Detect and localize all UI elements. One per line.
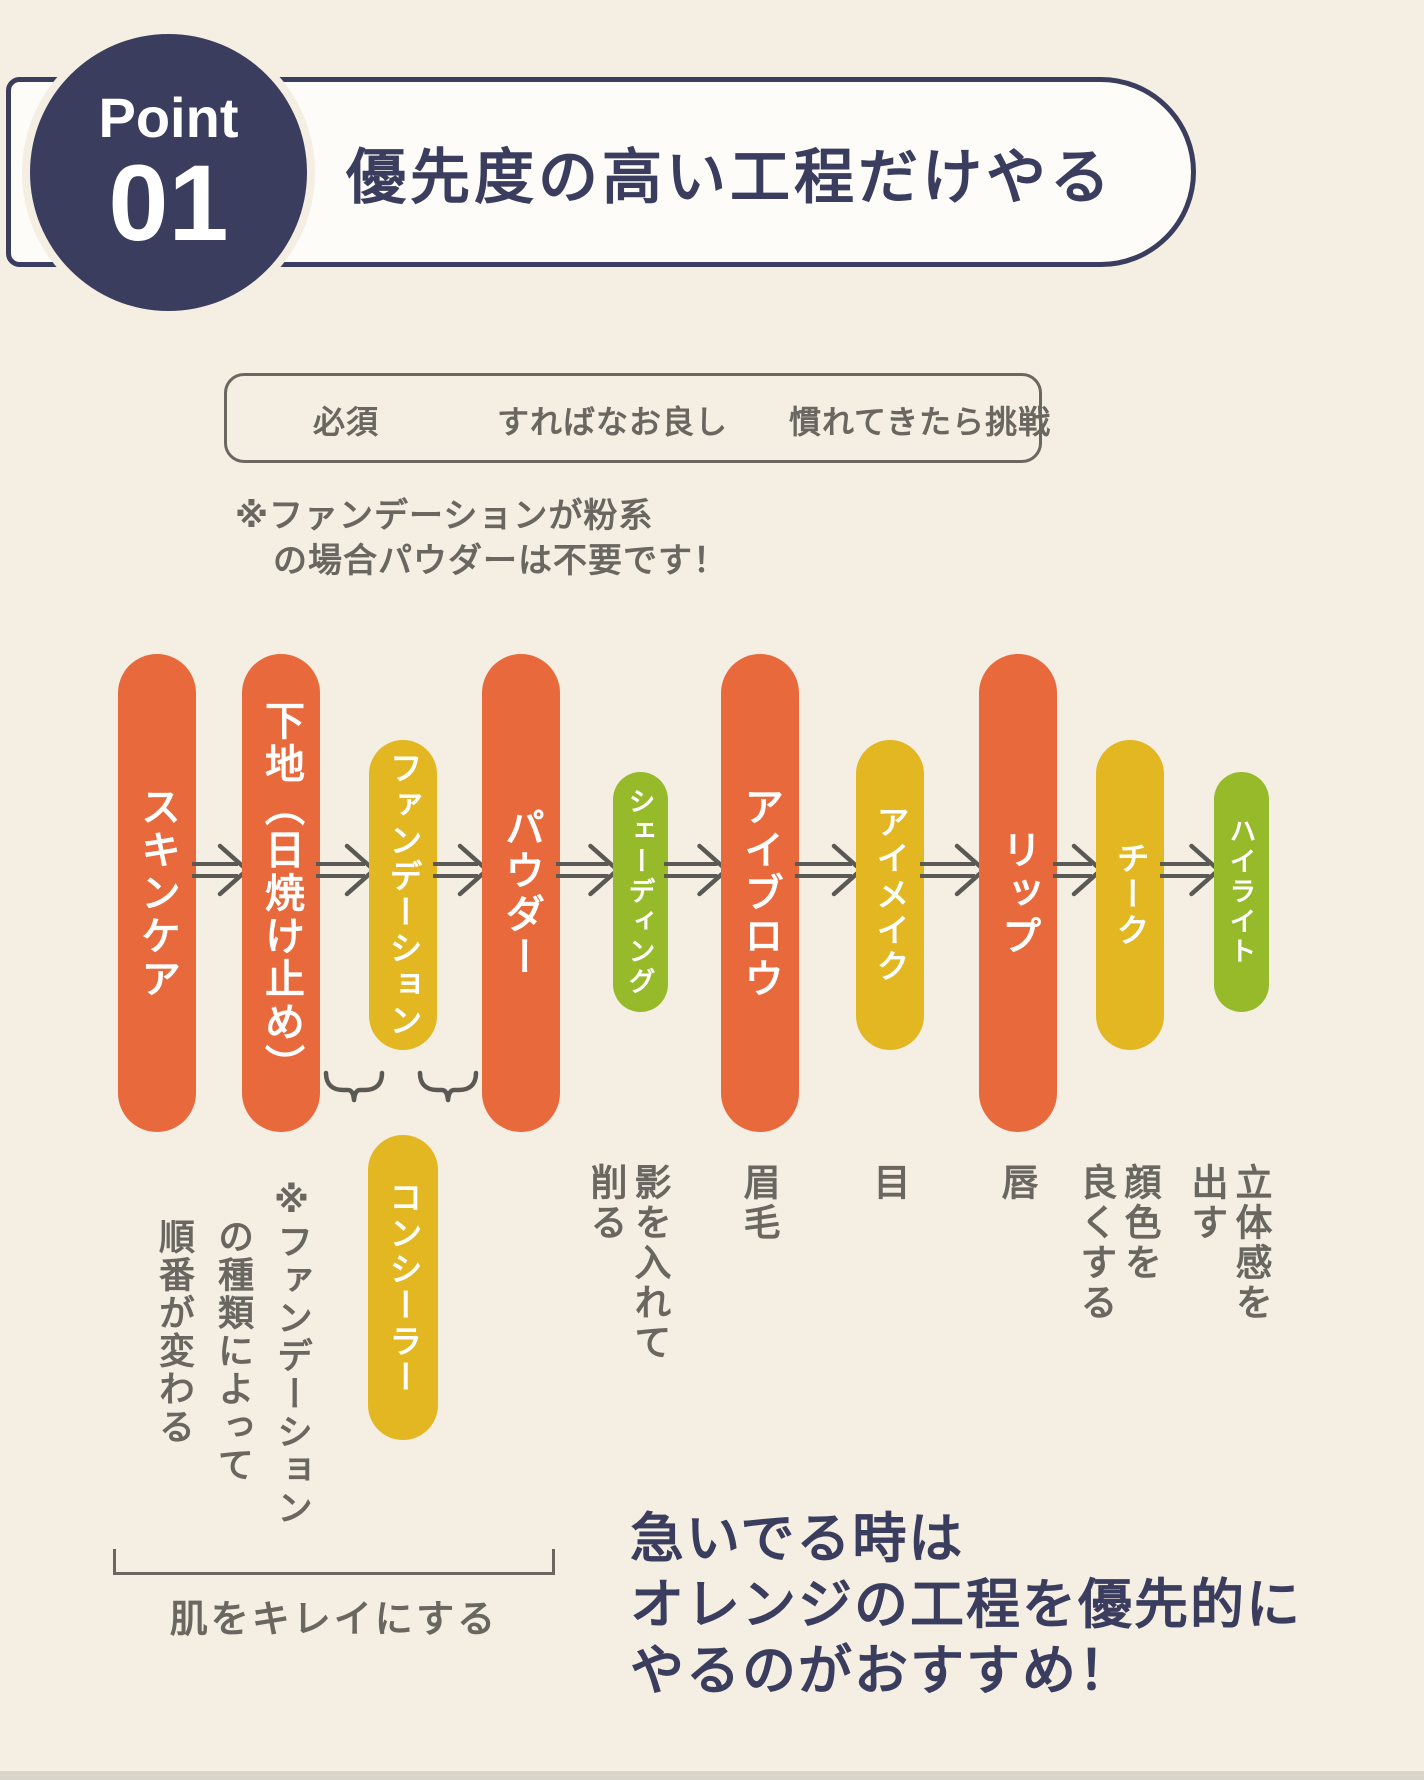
- powder-note-line-2: の場合パウダーは不要です！: [273, 542, 728, 580]
- flow-step-description: 影を入れて 削る: [585, 1163, 670, 1363]
- flow-step-pill-8: リップ: [979, 654, 1057, 1132]
- flow-step-pill-6: アイブロウ: [721, 654, 799, 1132]
- flow-step-pill-7-label: アイメイク: [872, 805, 909, 985]
- flow-arrow-icon: [316, 843, 377, 897]
- foundation-order-note: ※ファンデーション の種類によって 順番が変わる: [154, 1180, 313, 1527]
- flow-step-pill-1: スキンケア: [118, 654, 196, 1132]
- flow-step-pill-8-label: リップ: [996, 828, 1040, 958]
- flow-step-pill-3-label: ファンデーション: [385, 751, 422, 1039]
- badge-word: Point: [98, 85, 239, 149]
- flow-step-pill-9-label: チーク: [1112, 841, 1149, 949]
- badge-number: 01: [108, 141, 229, 263]
- flow-step-pill-2-label: 下地（日焼け止め）: [259, 699, 303, 1087]
- flow-step-pill-10-label: ハイライト: [1225, 817, 1256, 967]
- order-swap-brace-left: [323, 1070, 385, 1103]
- flow-arrow-icon: [1160, 843, 1221, 897]
- flow-step-pill-2: 下地（日焼け止め）: [242, 654, 320, 1132]
- legend-label-required: 必須: [313, 404, 380, 440]
- flow-step-pill-1-label: スキンケア: [135, 785, 179, 1001]
- hurry-callout: 急いでる時は オレンジの工程を優先的に やるのがおすすめ！: [630, 1506, 1302, 1704]
- bottom-edge-strip: [0, 1771, 1424, 1780]
- flow-branch-pill-concealer-label: コンシーラー: [385, 1179, 422, 1396]
- legend-label-optional: すればなお良し: [497, 404, 729, 440]
- flow-step-pill-7: アイメイク: [856, 740, 924, 1050]
- flow-step-pill-4: パウダー: [482, 654, 560, 1132]
- hurry-callout-line-2: オレンジの工程を優先的に: [630, 1575, 1302, 1635]
- flow-arrow-icon: [663, 843, 729, 897]
- flow-step-pill-5-label: シェーディング: [624, 787, 655, 997]
- flow-step-pill-4-label: パウダー: [499, 807, 543, 979]
- powder-note-line-1: ※ファンデーションが粉系: [235, 497, 654, 535]
- flow-step-description: 目: [868, 1163, 909, 1203]
- flow-step-pill-6-label: アイブロウ: [738, 785, 782, 1001]
- hurry-callout-line-3: やるのがおすすめ！: [630, 1641, 1134, 1701]
- flow-branch-pill-concealer: コンシーラー: [368, 1135, 438, 1440]
- skin-group-bracket: [113, 1549, 555, 1575]
- flow-step-description: 立体感を 出す: [1186, 1163, 1271, 1323]
- legend-box: [224, 373, 1042, 463]
- point-number-badge: Point 01: [30, 34, 307, 311]
- flow-arrow-icon: [795, 843, 864, 897]
- flow-arrow-icon: [556, 843, 620, 897]
- page-title: 優先度の高い工程だけやる: [346, 143, 1114, 211]
- flow-step-pill-3: ファンデーション: [369, 740, 437, 1050]
- order-swap-brace-right: [417, 1070, 479, 1103]
- flow-step-pill-10: ハイライト: [1213, 772, 1269, 1012]
- flow-step-description: 唇: [996, 1163, 1037, 1203]
- flow-step-pill-9: チーク: [1096, 740, 1164, 1050]
- skin-group-label: 肌をキレイにする: [169, 1599, 499, 1641]
- flow-step-pill-5: シェーディング: [612, 772, 668, 1012]
- flow-step-description: 眉毛: [738, 1163, 779, 1243]
- hurry-callout-line-1: 急いでる時は: [630, 1509, 965, 1569]
- flow-arrow-icon: [920, 843, 987, 897]
- flow-step-description: 顔色を 良くする: [1075, 1163, 1160, 1323]
- legend-label-advanced: 慣れてきたら挑戦: [789, 404, 1052, 440]
